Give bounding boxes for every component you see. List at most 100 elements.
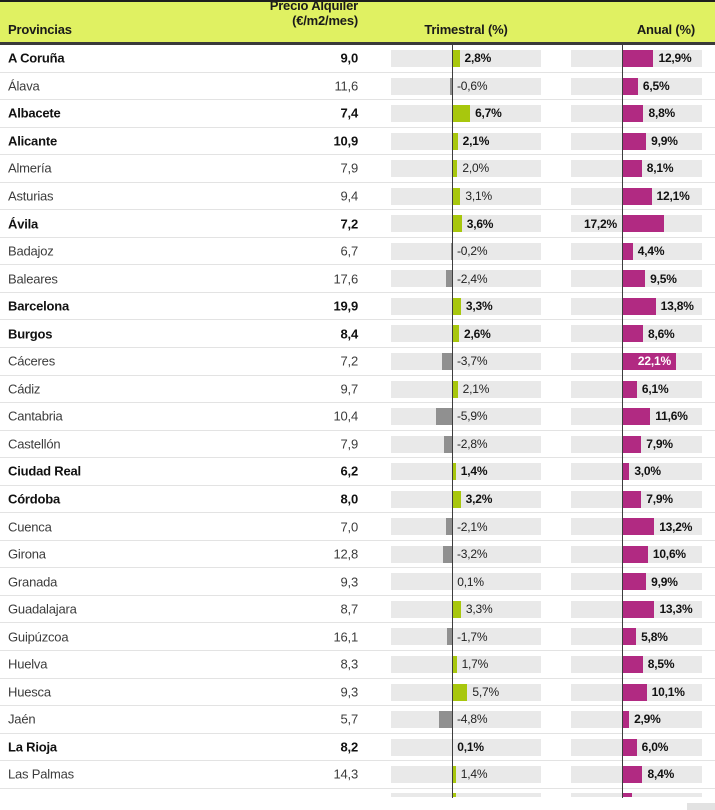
province-name: Asturias (8, 188, 54, 204)
anual-bar (622, 353, 676, 371)
trimestral-value-label: 3,2% (465, 492, 493, 507)
anual-bar (622, 242, 633, 260)
province-name: Alicante (8, 133, 57, 149)
anual-bar (622, 187, 652, 205)
anual-value-label: 7,9% (646, 436, 673, 451)
trimestral-bar (452, 187, 461, 205)
table-row: Jaén 5,7 -4,8% 2,9% (0, 706, 715, 734)
province-name: Castellón (8, 436, 61, 452)
province-name: Cantabria (8, 408, 63, 424)
price-value: 11,6 (334, 78, 358, 94)
table-row: Guipúzcoa 16,1 -1,7% 5,8% (0, 623, 715, 652)
trimestral-bar-track (391, 50, 541, 67)
anual-bar (622, 325, 643, 343)
anual-bar (622, 105, 644, 123)
province-name: Almería (8, 160, 52, 176)
anual-bar (622, 435, 642, 453)
col-header-trimestral: Trimestral (%) (424, 22, 508, 37)
anual-bar (622, 270, 646, 288)
anual-value-label: 17,2% (583, 216, 617, 231)
price-value: 10,9 (333, 133, 358, 149)
anual-bar (622, 600, 655, 618)
trimestral-bar-track (391, 711, 541, 729)
table-row: Barcelona 19,9 3,3% 13,8% (0, 292, 715, 321)
anual-value-label: 12,1% (656, 189, 690, 203)
trimestral-bar-track (391, 463, 541, 481)
trimestral-bar (452, 463, 456, 481)
province-name: Guipúzcoa (8, 629, 69, 645)
anual-value-label: 8,1% (646, 161, 674, 176)
trimestral-value-label: -4,8% (457, 712, 488, 727)
anual-value-label: 9,9% (651, 574, 678, 589)
trimestral-value-label: 2,6% (464, 326, 491, 341)
trimestral-value-label: 5,7% (472, 684, 499, 699)
trimestral-bar (452, 656, 457, 674)
province-name: Álava (8, 78, 40, 94)
trimestral-bar (450, 77, 452, 95)
trimestral-bar-track (391, 573, 541, 591)
table-row: Ciudad Real 6,2 1,4% 3,0% (0, 458, 715, 486)
anual-value-label: 9,9% (651, 133, 678, 148)
anual-bar (622, 380, 637, 398)
trimestral-bar (445, 270, 452, 288)
trimestral-value-label: 0,1% (457, 739, 484, 754)
anual-bar-track (571, 463, 702, 481)
anual-value-label: 11,6% (655, 409, 688, 424)
trimestral-value-label: 2,0% (462, 161, 489, 176)
trimestral-bar (444, 435, 452, 453)
col-header-precio-line1: Precio Alquiler (269, 0, 358, 13)
trimestral-zero-axis-line (452, 45, 453, 798)
province-name: Huelva (8, 656, 48, 672)
anual-bar (622, 215, 664, 233)
price-value: 7,2 (340, 353, 359, 369)
table-header: Provincias Precio Alquiler (€/m2/mes) Tr… (0, 0, 715, 45)
trimestral-value-label: 0,1% (457, 574, 484, 589)
price-value: 8,2 (340, 739, 359, 755)
table-row: Cádiz 9,7 2,1% 6,1% (0, 375, 715, 404)
table-row: Córdoba 8,0 3,2% 7,9% (0, 485, 715, 514)
anual-value-label: 13,3% (659, 602, 693, 617)
trimestral-value-label: -2,4% (457, 271, 488, 286)
trimestral-bar-track (391, 738, 541, 756)
trimestral-bar (452, 105, 471, 123)
trimestral-value-label: -0,2% (457, 244, 488, 259)
province-name: Baleares (8, 271, 58, 287)
trimestral-value-label: 3,3% (465, 602, 493, 617)
table-row: Huesca 9,3 5,7% 10,1% (0, 678, 715, 707)
province-name: Las Palmas (8, 766, 74, 782)
trimestral-bar-track (391, 160, 541, 178)
trimestral-bar-track (391, 325, 541, 343)
anual-bar (622, 297, 656, 315)
trimestral-value-label: -5,9% (457, 409, 488, 424)
trimestral-bar (452, 50, 460, 67)
table-row: Alicante 10,9 2,1% 9,9% (0, 127, 715, 156)
table-row: Burgos 8,4 2,6% 8,6% (0, 320, 715, 349)
trimestral-value-label: 2,1% (462, 381, 490, 396)
col-header-precio-alquiler: Precio Alquiler (€/m2/mes) (269, 0, 358, 28)
price-value: 8,0 (340, 491, 359, 507)
province-name: Jaén (8, 711, 36, 727)
trimestral-bar-track (391, 380, 541, 398)
anual-value-label: 12,9% (658, 51, 692, 66)
trimestral-bar (446, 518, 452, 536)
table-row: Álava 11,6 -0,6% 6,5% (0, 72, 715, 101)
table-row: Baleares 17,6 -2,4% 9,5% (0, 265, 715, 293)
price-value: 14,3 (333, 766, 358, 782)
anual-value-label: 22,1% (637, 354, 671, 369)
anual-bar (622, 408, 651, 426)
trimestral-bar-track (391, 215, 541, 233)
trimestral-bar-track (391, 656, 541, 674)
province-name: Cádiz (8, 381, 41, 397)
trimestral-value-label: 3,1% (465, 189, 492, 203)
trimestral-bar (451, 242, 452, 260)
price-value: 8,7 (340, 601, 359, 617)
table-row: La Rioja 8,2 0,1% 6,0% (0, 733, 715, 762)
province-name: Burgos (8, 326, 53, 342)
province-name: Badajoz (8, 243, 54, 259)
price-value: 9,7 (340, 381, 359, 397)
col-header-anual: Anual (%) (636, 22, 695, 37)
trimestral-bar-track (391, 132, 541, 150)
trimestral-bar-track (391, 628, 541, 646)
price-value: 6,7 (340, 243, 359, 259)
table-row: Huelva 8,3 1,7% 8,5% (0, 651, 715, 679)
